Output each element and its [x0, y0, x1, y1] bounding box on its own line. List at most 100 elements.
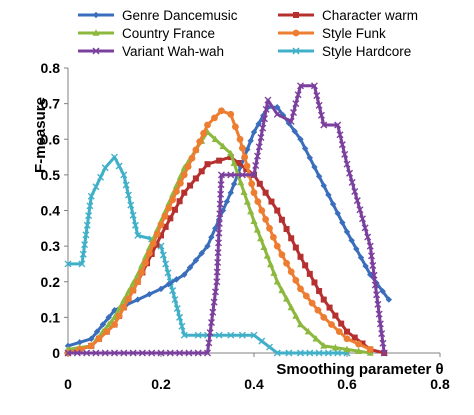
- data-point-x-stroke: [324, 349, 332, 357]
- data-point-x-stroke: [292, 100, 300, 108]
- data-point-circle: [241, 153, 249, 161]
- series-genre-dancemusic: [64, 103, 393, 350]
- legend: Genre Dancemusic Character warm Country Fr…: [78, 8, 418, 59]
- data-point-x: [97, 173, 105, 181]
- series-markers-style-funk: [64, 107, 374, 357]
- data-point-x-stroke: [194, 349, 202, 357]
- data-point-triangle: [105, 320, 113, 328]
- data-point-square: [181, 189, 188, 196]
- data-point-x-stroke: [207, 318, 215, 326]
- x-axis-title: Smoothing parameter θ: [276, 361, 443, 378]
- data-point-x-stroke: [180, 331, 188, 339]
- data-point-x: [310, 82, 318, 90]
- data-point-diamond: [247, 137, 254, 144]
- x-tick-label: 0.6: [337, 376, 357, 392]
- data-point-x-stroke: [259, 124, 267, 132]
- data-point-diamond: [334, 210, 341, 217]
- data-point-x: [227, 171, 235, 179]
- data-point-circle: [343, 335, 351, 343]
- data-point-x: [257, 133, 265, 141]
- data-point-x: [176, 349, 184, 357]
- data-point-x-stroke: [215, 331, 223, 339]
- data-point-diamond: [192, 257, 200, 264]
- data-point-x-stroke: [217, 171, 225, 179]
- data-point-x: [374, 300, 382, 308]
- data-point-circle: [129, 286, 137, 294]
- data-point-x-stroke: [64, 349, 72, 357]
- data-point-x: [85, 212, 93, 220]
- data-point-square: [204, 161, 211, 168]
- data-point-x-stroke: [138, 349, 146, 357]
- data-point-diamond: [181, 271, 188, 278]
- data-point-x: [258, 337, 266, 345]
- data-point-x-stroke: [173, 304, 181, 312]
- data-point-circle: [176, 179, 184, 187]
- data-point-x-stroke: [292, 47, 300, 55]
- data-point-x-stroke: [343, 160, 351, 168]
- data-point-x-stroke: [214, 249, 222, 257]
- data-point-x: [373, 291, 381, 299]
- data-point-x-stroke: [341, 150, 349, 158]
- series-line-variant-wah-wah: [68, 84, 386, 355]
- data-point-x: [157, 349, 165, 357]
- data-point-x: [376, 320, 384, 328]
- data-point-x: [266, 343, 273, 351]
- data-point-x: [214, 239, 222, 247]
- data-point-diamond: [157, 285, 165, 293]
- data-point-x-stroke: [129, 211, 137, 219]
- data-point-x: [285, 349, 293, 357]
- data-point-x: [81, 241, 89, 249]
- data-point-diamond: [212, 225, 219, 232]
- axes: 0 0.1 0.2 0.3 0.4 0.5 0.6 0.7 0.8 0 0.2 0.4 0.6 0.8: [41, 60, 450, 392]
- data-point-x-stroke: [92, 47, 100, 55]
- data-point-x: [194, 331, 202, 339]
- data-point-x-stroke: [209, 308, 217, 316]
- data-point-x: [213, 278, 221, 286]
- y-axis-title: F-measure: [32, 97, 49, 173]
- data-point-x: [210, 298, 218, 306]
- data-point-circle: [302, 292, 310, 300]
- data-point-x-stroke: [356, 206, 364, 214]
- data-point-x-stroke: [338, 141, 346, 149]
- data-point-x: [205, 339, 213, 347]
- data-point-square: [198, 168, 205, 175]
- data-point-x: [111, 153, 118, 161]
- data-point-triangle: [278, 286, 286, 294]
- data-point-x-stroke: [313, 92, 321, 100]
- data-point-diamond: [339, 219, 346, 226]
- data-point-circle: [335, 328, 343, 336]
- data-point-triangle: [263, 251, 271, 259]
- data-point-x-stroke: [64, 260, 72, 268]
- data-point-diamond: [362, 262, 369, 270]
- data-point-x: [87, 192, 95, 200]
- data-point-square: [256, 180, 263, 187]
- data-point-x: [353, 197, 361, 205]
- data-point-x: [194, 349, 202, 357]
- data-point-x: [273, 349, 281, 357]
- data-point-circle: [169, 196, 177, 204]
- data-point-circle: [76, 346, 84, 353]
- data-point-circle: [236, 135, 244, 143]
- data-point-triangle: [92, 29, 100, 36]
- data-point-x-stroke: [370, 271, 378, 279]
- data-point-x: [313, 92, 321, 100]
- data-point-x: [211, 288, 219, 296]
- data-point-x: [338, 141, 346, 149]
- series-variant-wah-wah: [64, 82, 388, 357]
- data-point-x-stroke: [122, 181, 130, 189]
- data-point-circle: [238, 144, 246, 152]
- data-point-diamond: [198, 250, 205, 257]
- data-point-x-stroke: [73, 349, 81, 357]
- data-point-x-stroke: [369, 262, 377, 270]
- data-point-x-stroke: [262, 105, 270, 113]
- data-point-x: [359, 215, 366, 223]
- data-point-x: [334, 121, 342, 129]
- data-point-x-stroke: [348, 178, 356, 186]
- legend-label: Variant Wah-wah: [122, 44, 224, 59]
- data-point-square: [274, 207, 281, 214]
- data-point-triangle: [240, 188, 248, 195]
- data-point-triangle: [253, 226, 261, 233]
- data-point-x: [259, 124, 267, 132]
- data-point-circle: [283, 259, 290, 267]
- axis-labels: F-measure Smoothing parameter θ: [32, 97, 444, 378]
